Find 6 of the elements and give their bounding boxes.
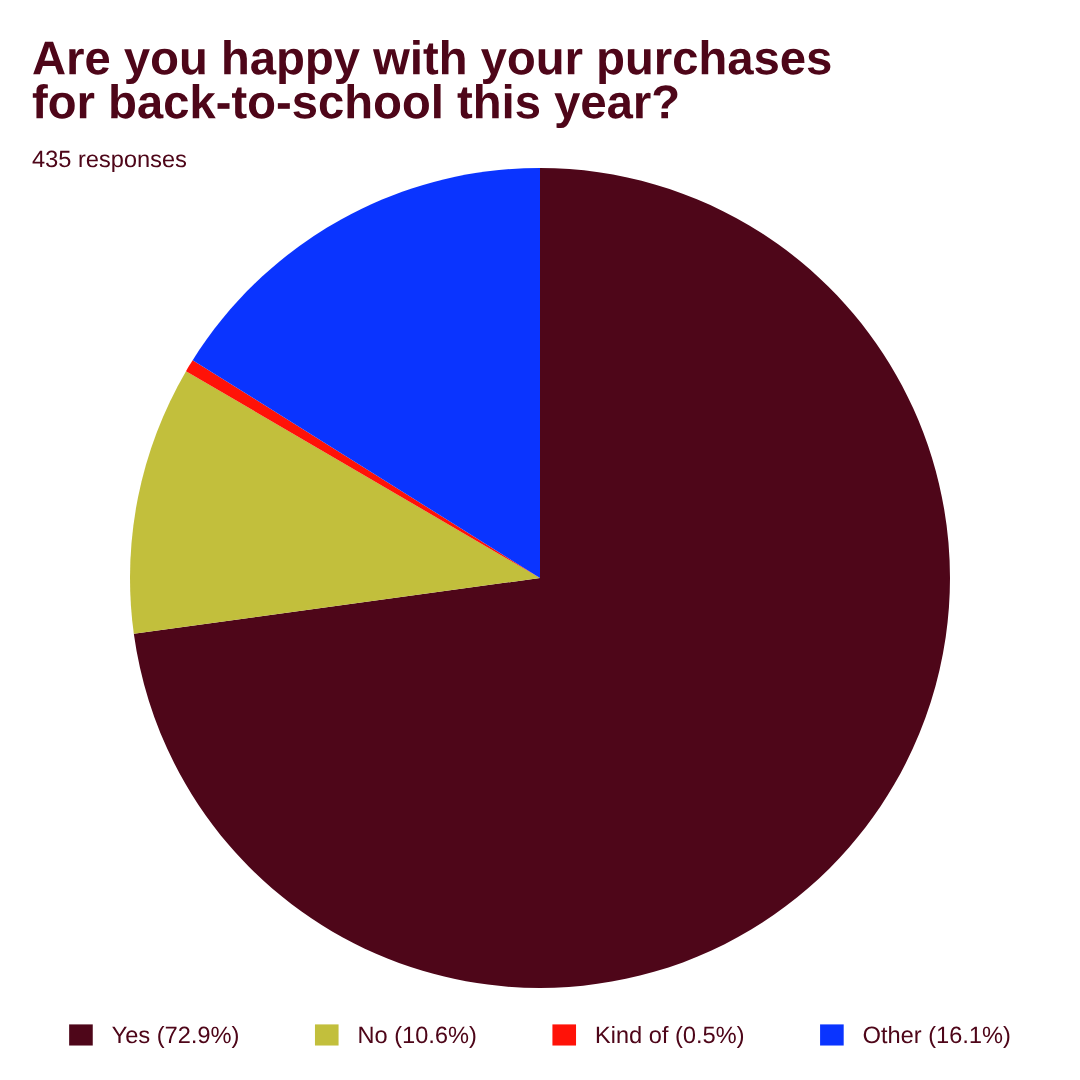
- chart-subtitle: 435 responses: [32, 150, 187, 173]
- legend-label: Kind of (0.5%): [596, 1025, 744, 1048]
- legend-label: Yes (72.9%): [112, 1025, 238, 1048]
- chart-title: Are you happy with your purchases for back-to-school this year?: [32, 40, 831, 129]
- legend-label: Other (16.1%): [863, 1025, 1010, 1048]
- legend-label: No (10.6%): [359, 1025, 476, 1048]
